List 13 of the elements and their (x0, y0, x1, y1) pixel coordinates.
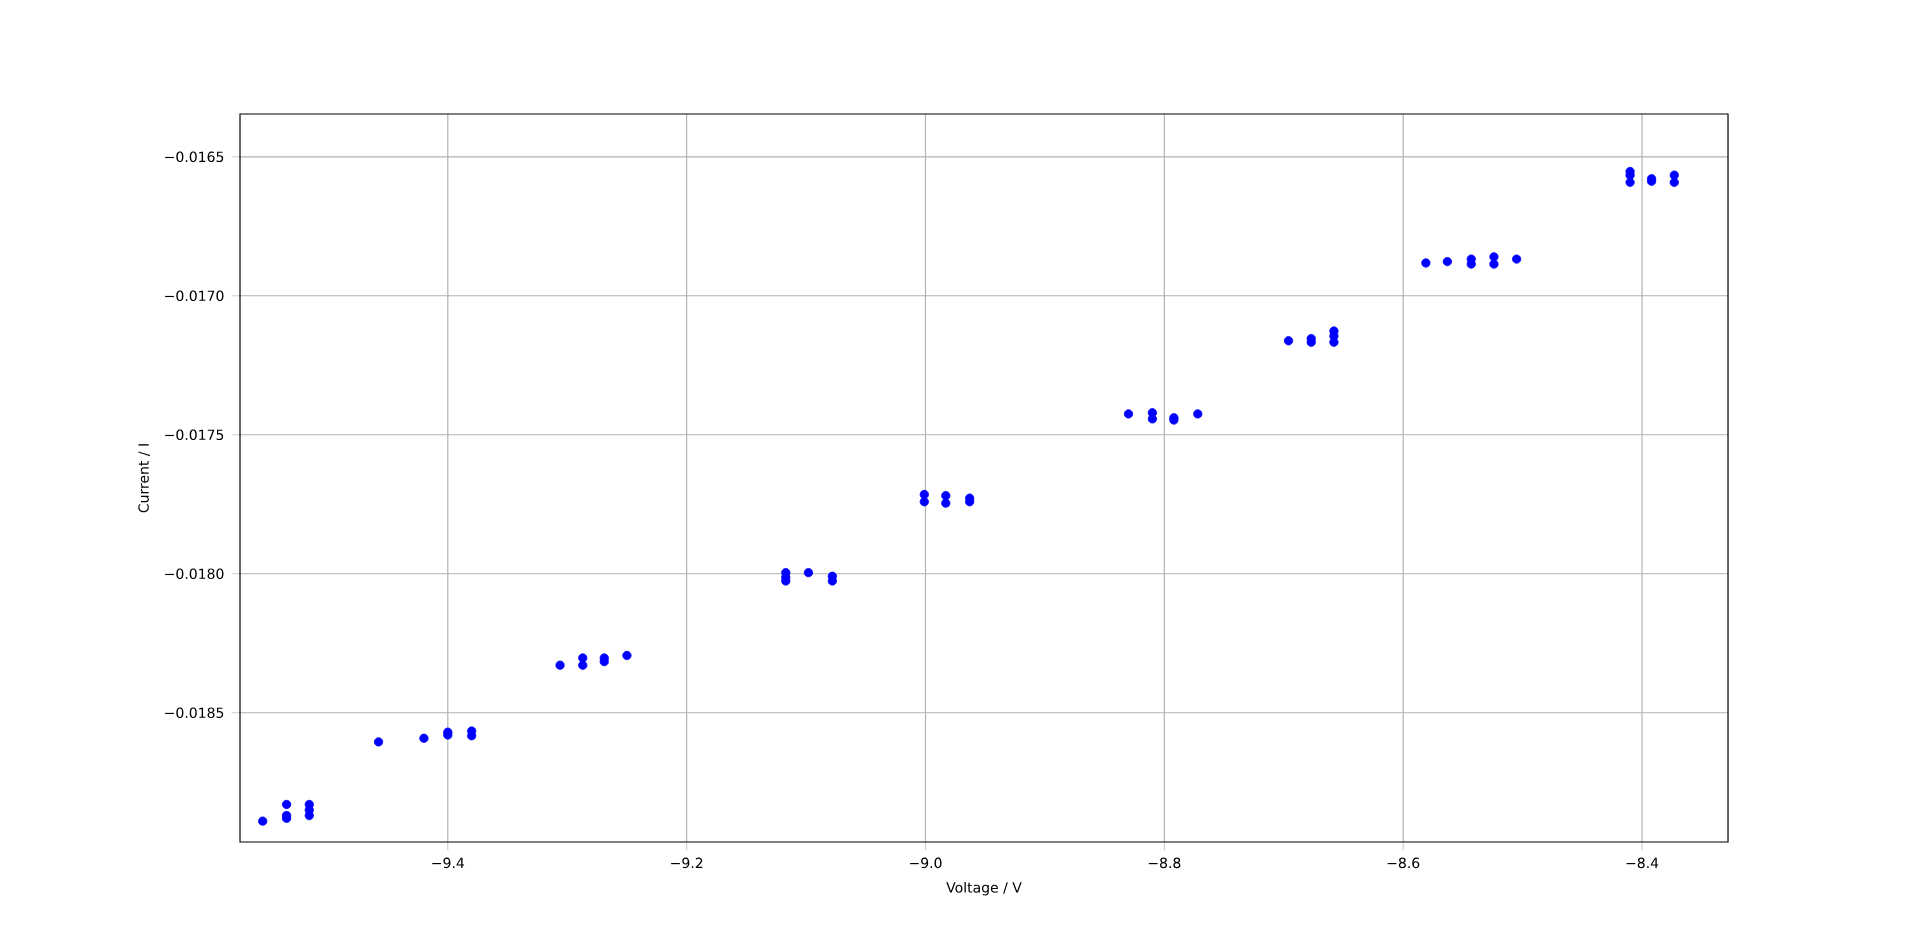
y-tick-label: −0.0175 (165, 429, 224, 441)
x-tick-label: −8.6 (1387, 857, 1420, 869)
x-tick-label: −9.4 (432, 857, 465, 869)
y-tick-label: −0.0165 (165, 151, 224, 163)
y-tick-label: −0.0185 (165, 707, 224, 719)
y-tick-label: −0.0180 (165, 568, 224, 580)
y-tick-label: −0.0170 (165, 290, 224, 302)
x-tick-label: −8.4 (1626, 857, 1659, 869)
x-axis-title: Voltage / V (946, 881, 1022, 896)
x-tick-label: −9.2 (671, 857, 703, 869)
x-tick-label: −8.8 (1148, 857, 1181, 869)
y-axis-title: Current / I (138, 444, 150, 513)
x-tick-label: −9.0 (909, 857, 942, 869)
